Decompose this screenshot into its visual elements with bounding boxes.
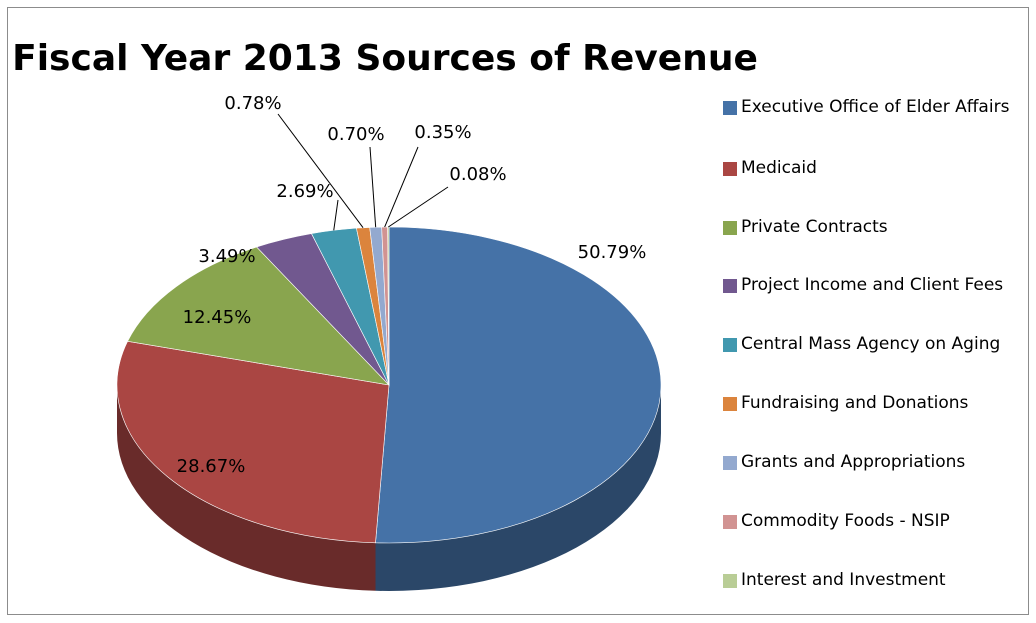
legend-label: Commodity Foods - NSIP	[741, 511, 950, 531]
legend-swatch	[723, 221, 737, 235]
legend-swatch	[723, 279, 737, 293]
legend-label: Project Income and Client Fees	[741, 275, 1004, 295]
legend-label: Interest and Investment	[741, 570, 946, 590]
leader-line-5	[277, 113, 364, 229]
data-label-5: 0.78%	[224, 93, 281, 114]
data-label-8: 0.08%	[449, 164, 506, 185]
legend-swatch	[723, 456, 737, 470]
slice-2	[127, 246, 390, 386]
legend-swatch	[723, 101, 737, 115]
pie-tops	[116, 226, 662, 544]
slice-1	[116, 340, 390, 544]
chart-title: Fiscal Year 2013 Sources of Revenue	[12, 38, 758, 79]
legend-label: Grants and Appropriations	[741, 452, 966, 472]
leader-line-6	[369, 146, 377, 228]
legend-swatch	[723, 397, 737, 411]
pie-leader-lines	[277, 113, 449, 231]
data-label-1: 28.67%	[177, 456, 246, 477]
data-label-2: 12.45%	[183, 307, 252, 328]
data-label-4: 2.69%	[276, 181, 333, 202]
legend-label: Central Mass Agency on Aging	[741, 334, 1001, 354]
legend-swatch	[723, 515, 737, 529]
leader-line-7	[384, 146, 419, 228]
slice-0	[375, 226, 662, 544]
data-label-7: 0.35%	[414, 122, 471, 143]
legend-swatch	[723, 574, 737, 588]
data-label-0: 50.79%	[578, 242, 647, 263]
legend-label: Private Contracts	[741, 217, 888, 237]
legend: Executive Office of Elder Affairs Medicai…	[723, 0, 1036, 623]
legend-label: Medicaid	[741, 158, 817, 178]
leader-line-4	[333, 199, 339, 231]
legend-label: Executive Office of Elder Affairs	[741, 97, 1010, 117]
leader-line-8	[388, 186, 449, 228]
legend-swatch	[723, 162, 737, 176]
pie-data-labels: 50.79% 28.67% 12.45% 3.49% 2.69% 0.78% 0.70% 0.…	[177, 93, 647, 477]
data-label-6: 0.70%	[327, 124, 384, 145]
legend-label: Fundraising and Donations	[741, 393, 969, 413]
legend-swatch	[723, 338, 737, 352]
slice-side-1	[117, 385, 376, 591]
data-label-3: 3.49%	[198, 246, 255, 267]
pie-chart: 50.79% 28.67% 12.45% 3.49% 2.69% 0.78% 0.70% 0.…	[116, 93, 662, 591]
